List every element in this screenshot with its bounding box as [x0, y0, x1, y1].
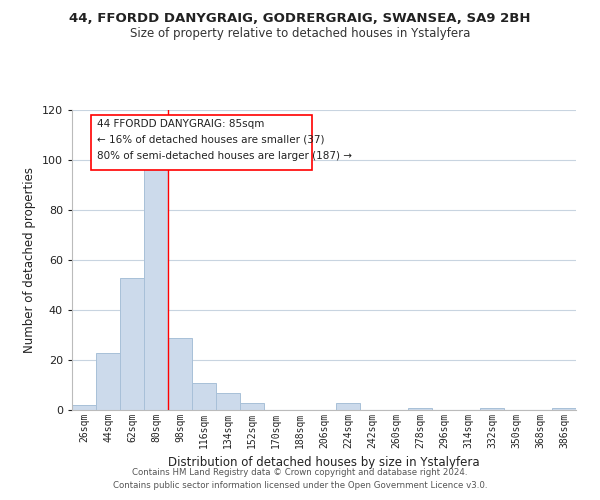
Text: ← 16% of detached houses are smaller (37): ← 16% of detached houses are smaller (37… — [97, 135, 325, 145]
Bar — [336, 402, 360, 410]
Text: 80% of semi-detached houses are larger (187) →: 80% of semi-detached houses are larger (… — [97, 151, 352, 161]
Bar — [72, 405, 96, 410]
Text: Contains HM Land Registry data © Crown copyright and database right 2024.
Contai: Contains HM Land Registry data © Crown c… — [113, 468, 487, 490]
X-axis label: Distribution of detached houses by size in Ystalyfera: Distribution of detached houses by size … — [168, 456, 480, 469]
Text: 44, FFORDD DANYGRAIG, GODRERGRAIG, SWANSEA, SA9 2BH: 44, FFORDD DANYGRAIG, GODRERGRAIG, SWANS… — [69, 12, 531, 26]
Bar — [192, 382, 216, 410]
Text: 44 FFORDD DANYGRAIG: 85sqm: 44 FFORDD DANYGRAIG: 85sqm — [97, 118, 265, 128]
Bar — [408, 408, 432, 410]
Bar — [168, 338, 192, 410]
Bar — [91, 115, 312, 170]
Bar — [552, 408, 576, 410]
Y-axis label: Number of detached properties: Number of detached properties — [23, 167, 36, 353]
Bar — [240, 402, 264, 410]
Bar — [144, 165, 168, 410]
Bar — [120, 278, 144, 410]
Bar — [480, 408, 504, 410]
Bar — [96, 352, 120, 410]
Bar — [216, 392, 240, 410]
Text: Size of property relative to detached houses in Ystalyfera: Size of property relative to detached ho… — [130, 28, 470, 40]
